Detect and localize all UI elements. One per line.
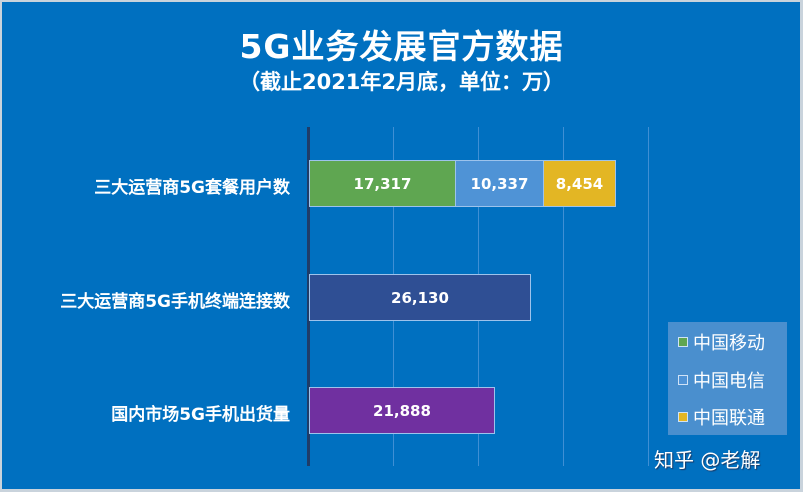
bar-china-mobile: 17,317 bbox=[309, 160, 456, 207]
gridline bbox=[648, 127, 649, 466]
legend-item: 中国电信 bbox=[678, 367, 765, 393]
legend-label: 中国联通 bbox=[693, 408, 765, 429]
y-axis bbox=[307, 127, 310, 466]
gridline bbox=[563, 127, 564, 466]
bar-phone-shipments: 21,888 bbox=[309, 387, 495, 434]
legend-label: 中国移动 bbox=[693, 333, 765, 354]
legend-swatch-icon bbox=[678, 375, 688, 385]
bar-china-unicom: 8,454 bbox=[543, 160, 616, 207]
legend-label: 中国电信 bbox=[693, 371, 765, 392]
legend-swatch-icon bbox=[678, 412, 688, 422]
legend-swatch-icon bbox=[678, 337, 688, 347]
legend-item: 中国移动 bbox=[678, 329, 765, 355]
category-label: 三大运营商5G套餐用户数 bbox=[94, 178, 290, 198]
bar-china-telecom: 10,337 bbox=[455, 160, 544, 207]
legend-item: 中国联通 bbox=[678, 404, 765, 430]
category-label: 国内市场5G手机出货量 bbox=[111, 405, 290, 425]
chart-subtitle: （截止2021年2月底，单位：万） bbox=[238, 70, 565, 94]
bar-terminal-connections: 26,130 bbox=[309, 274, 531, 321]
legend: 中国移动 中国电信 中国联通 bbox=[668, 322, 787, 435]
chart-title: 5G业务发展官方数据 bbox=[239, 27, 564, 66]
watermark: 知乎 @老解 bbox=[654, 448, 761, 472]
category-label: 三大运营商5G手机终端连接数 bbox=[60, 292, 290, 312]
